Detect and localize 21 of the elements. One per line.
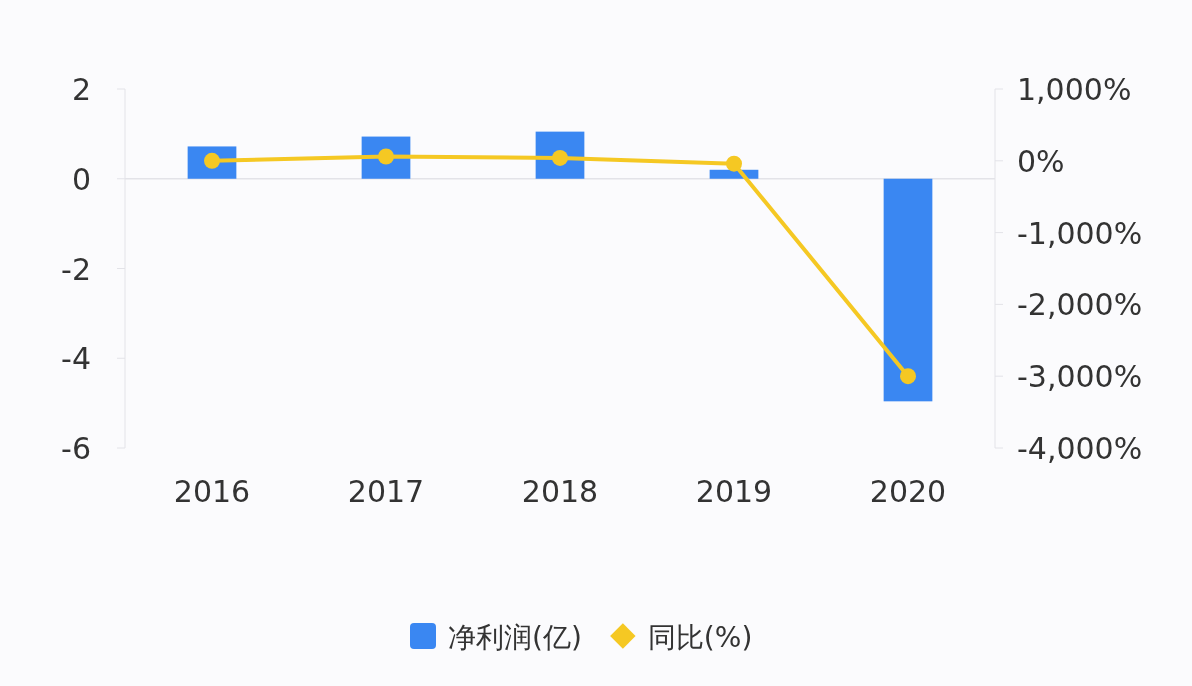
point (900, 368, 916, 385)
y2-tick-label: -2,000% (1017, 287, 1143, 323)
y-tick-label: -4 (61, 341, 91, 377)
legend-label: 同比(%) (647, 621, 753, 654)
y2-tick-label: -1,000% (1017, 215, 1143, 251)
point (726, 155, 742, 172)
x-tick-label: 2020 (869, 474, 947, 509)
y-tick-label: 2 (71, 72, 91, 107)
y-tick-label: 0 (71, 161, 91, 197)
y2-tick-label: 0% (1017, 143, 1065, 179)
y2-tick-label: -4,000% (1017, 431, 1143, 466)
legend-label: 净利润(亿) (448, 621, 582, 654)
y-tick-label: -6 (61, 431, 91, 466)
y2-tick-label: 1,000% (1017, 72, 1132, 107)
y-tick-label: -2 (61, 251, 91, 287)
x-tick-label: 2019 (695, 474, 773, 509)
bar (883, 178, 933, 402)
y2-tick-label: -3,000% (1017, 359, 1143, 395)
x-tick-label: 2018 (521, 474, 599, 509)
x-tick-label: 2016 (173, 474, 251, 509)
x-tick-label: 2017 (347, 474, 425, 509)
